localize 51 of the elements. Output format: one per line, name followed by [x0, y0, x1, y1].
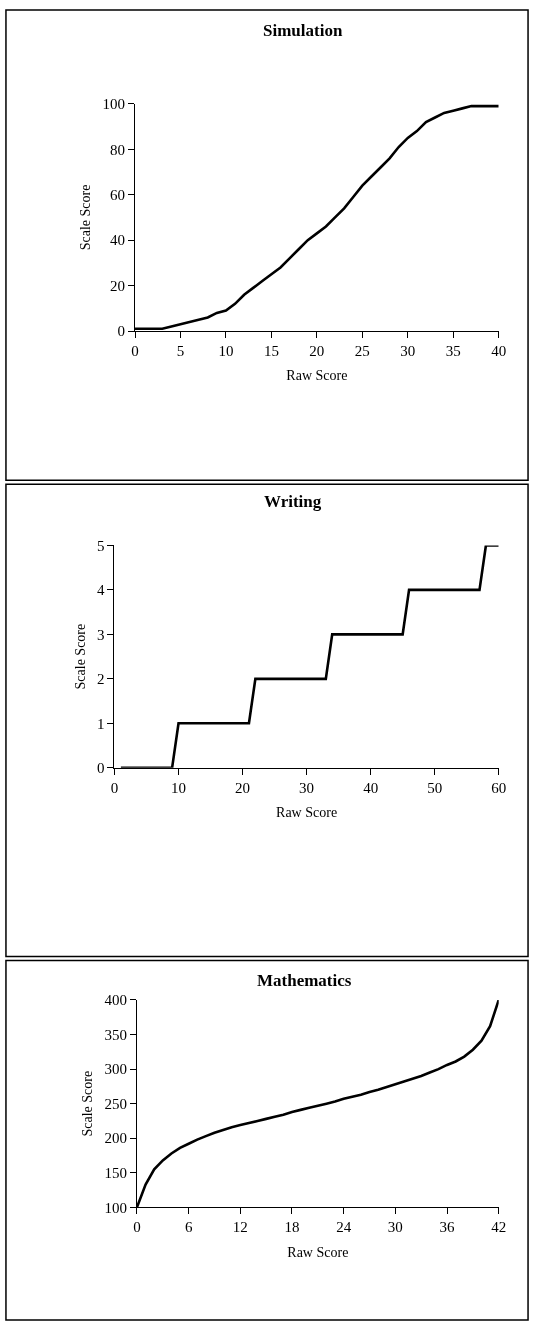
y-axis-title: Scale Score — [72, 623, 88, 690]
y-tick-label: 5 — [96, 537, 105, 554]
chart-title: Writing — [264, 492, 322, 511]
chart-title: Simulation — [263, 21, 343, 40]
x-tick-label: 36 — [439, 1219, 456, 1236]
y-tick-label: 250 — [104, 1095, 127, 1112]
chart-title: Mathematics — [257, 971, 352, 990]
x-tick-label: 25 — [354, 343, 370, 360]
y-axis-title: Scale Score — [80, 1070, 96, 1137]
x-tick-label: 30 — [387, 1219, 403, 1236]
y-tick-label: 40 — [110, 232, 126, 249]
x-tick-label: 5 — [176, 343, 185, 360]
x-tick-label: 30 — [400, 343, 416, 360]
y-tick-label: 80 — [110, 141, 126, 158]
y-tick-label: 3 — [96, 626, 105, 643]
x-tick-label: 30 — [299, 779, 315, 796]
x-tick-label: 0 — [133, 1219, 141, 1236]
y-tick-label: 100 — [102, 96, 126, 113]
y-tick-label: 200 — [104, 1130, 127, 1147]
x-tick-label: 42 — [491, 1219, 507, 1236]
x-tick-label: 10 — [218, 343, 234, 360]
y-tick-label: 60 — [110, 186, 126, 203]
y-tick-label: 0 — [96, 760, 105, 776]
x-tick-label: 15 — [263, 343, 279, 360]
x-tick-label: 20 — [235, 779, 251, 796]
y-tick-label: 4 — [96, 582, 105, 599]
y-tick-label: 1 — [96, 715, 105, 732]
x-tick-label: 24 — [336, 1219, 352, 1236]
x-tick-label: 40 — [363, 779, 379, 796]
x-tick-label: 10 — [171, 779, 187, 796]
x-tick-label: 0 — [131, 343, 139, 360]
x-tick-label: 40 — [491, 343, 507, 360]
x-axis-title: Raw Score — [276, 805, 338, 821]
y-tick-label: 0 — [117, 323, 126, 340]
x-tick-label: 20 — [309, 343, 325, 360]
y-tick-label: 150 — [104, 1165, 127, 1182]
x-tick-label: 50 — [427, 779, 443, 796]
x-tick-label: 6 — [184, 1219, 193, 1236]
x-axis-title: Raw Score — [287, 1244, 349, 1260]
x-tick-label: 12 — [232, 1219, 248, 1236]
y-tick-label: 400 — [104, 992, 127, 1009]
y-tick-label: 350 — [104, 1026, 127, 1043]
x-tick-label: 35 — [445, 343, 461, 360]
x-tick-label: 18 — [284, 1219, 300, 1236]
y-tick-label: 100 — [104, 1199, 127, 1216]
y-tick-label: 20 — [110, 277, 126, 294]
y-tick-label: 300 — [104, 1061, 127, 1078]
x-axis-title: Raw Score — [286, 368, 348, 384]
x-tick-label: 60 — [491, 779, 507, 796]
y-tick-label: 2 — [96, 671, 105, 688]
y-axis-title: Scale Score — [78, 184, 94, 251]
